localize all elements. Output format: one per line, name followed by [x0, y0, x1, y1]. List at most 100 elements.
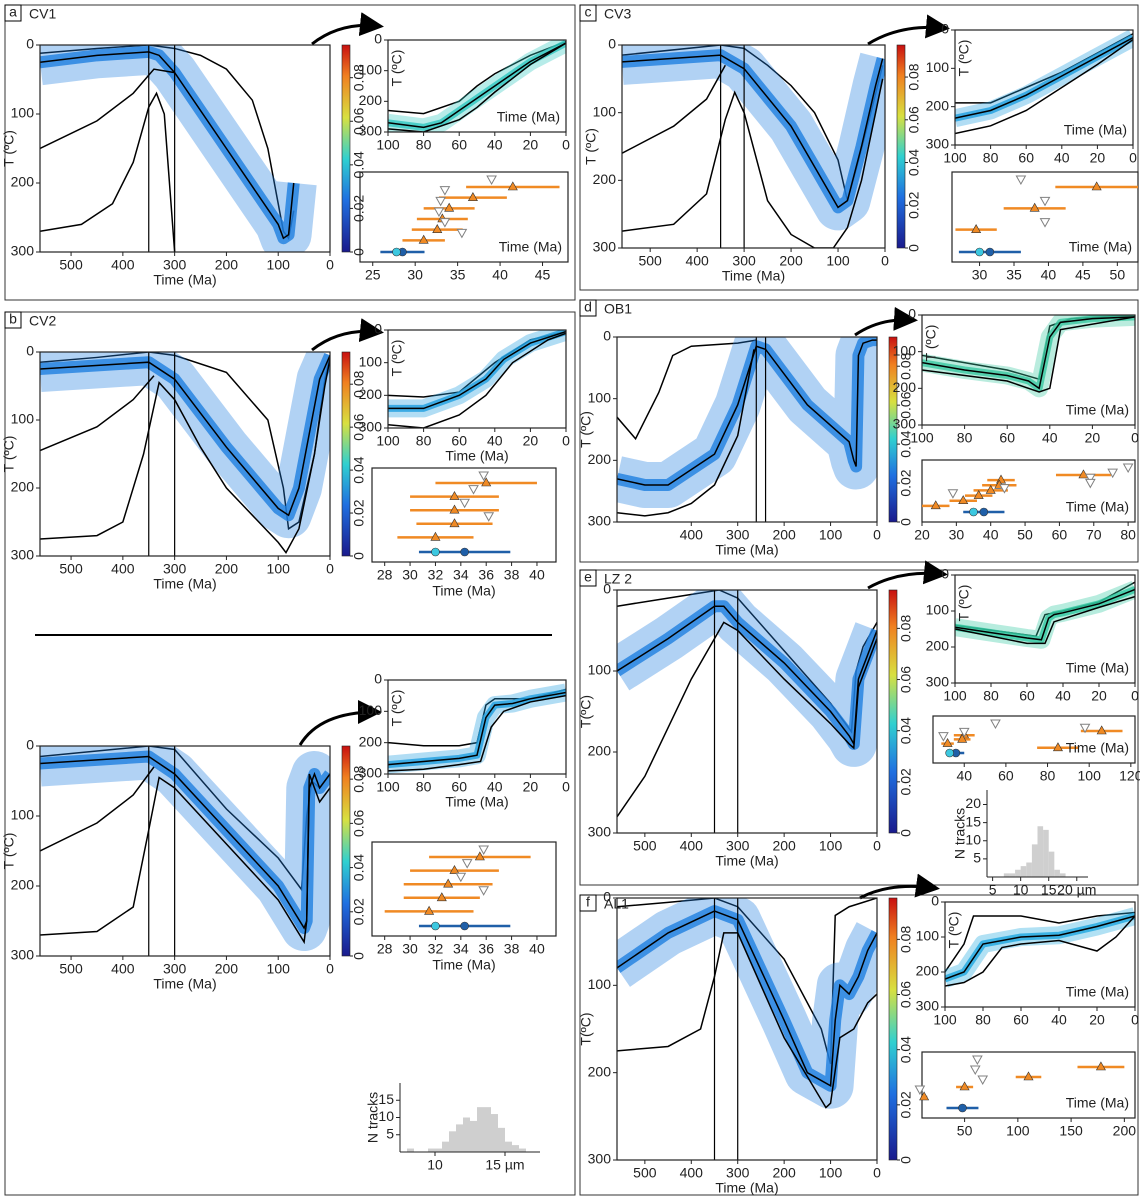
x-axis-label: Time (Ma) — [715, 542, 778, 558]
x-tick-label: 100 — [376, 137, 400, 153]
panel-title: LZ 2 — [604, 571, 632, 587]
x-tick-label: 0 — [1131, 688, 1139, 704]
y-tick-label: 300 — [588, 824, 612, 840]
x-tick-label: 100 — [933, 1012, 957, 1028]
y-axis-label: T (ºC) — [923, 325, 939, 362]
plot-frame — [371, 467, 557, 563]
x-tick-label: 25 — [365, 267, 381, 283]
y-tick-label: 300 — [593, 239, 617, 255]
x-tick-label: 300 — [163, 561, 187, 577]
age-point — [977, 1075, 989, 1086]
y-tick-label: 200 — [593, 171, 617, 187]
y-tick-label: 10 — [965, 831, 981, 847]
y-tick-label: 100 — [359, 353, 383, 369]
hist-bar — [442, 1141, 449, 1152]
x-tick-label: 400 — [680, 838, 704, 854]
colorbar-tick-label: 0.04 — [351, 456, 367, 483]
colorbar-tick-label: 0 — [351, 952, 367, 960]
y-tick-label: 0 — [941, 21, 949, 37]
hist-bar — [1059, 873, 1066, 877]
age-point — [999, 484, 1010, 494]
age-point — [443, 878, 454, 888]
age-point — [468, 485, 479, 495]
y-tick-label: 300 — [11, 947, 35, 963]
envelope-line — [617, 605, 877, 747]
colorbar-tick-label: 0.06 — [351, 413, 367, 440]
y-tick-label: 300 — [588, 1151, 612, 1167]
hist-bar — [456, 1124, 463, 1152]
envelope-line — [922, 316, 1135, 393]
plot-area — [955, 30, 1133, 135]
panel-frame — [579, 4, 1139, 291]
age-point — [1122, 463, 1134, 474]
colorbar-tick-label: 0 — [898, 518, 914, 526]
x-tick-label: 0 — [873, 838, 881, 854]
panel-title: CV2 — [29, 313, 56, 329]
panel-letter-box — [4, 311, 22, 329]
x-tick-label: 100 — [826, 253, 850, 269]
age-point — [1084, 473, 1096, 484]
plot-area — [40, 746, 330, 951]
plot-frame — [387, 329, 567, 429]
colorbar-tick-label: 0 — [351, 552, 367, 560]
y-tick-label: 0 — [26, 343, 34, 359]
colorbar-tick-label: 0.02 — [898, 469, 914, 496]
age-point — [1096, 725, 1107, 735]
y-tick-label: 100 — [359, 61, 383, 77]
y-axis-label: T (ºC) — [389, 50, 405, 87]
envelope-line — [622, 54, 884, 209]
x-tick-label: 30 — [407, 267, 423, 283]
x-tick-label: 100 — [819, 1165, 843, 1181]
y-tick-label: 100 — [359, 702, 383, 718]
x-tick-label: 60 — [1018, 150, 1034, 166]
arrow — [854, 306, 918, 337]
plot-area — [617, 590, 877, 818]
plot-frame — [616, 589, 878, 834]
x-tick-label: 300 — [726, 838, 750, 854]
y-tick-label: 200 — [359, 733, 383, 749]
x-tick-label: 80 — [416, 137, 432, 153]
colorbar-tick-label: 0.02 — [906, 191, 922, 218]
x-tick-label: 0 — [326, 257, 334, 273]
age-point — [431, 547, 440, 557]
age-point — [439, 186, 451, 196]
colorbar-tick-label: 0.06 — [898, 391, 914, 418]
plot-area — [40, 352, 330, 554]
envelope-line — [617, 349, 755, 517]
age-point — [969, 1065, 981, 1076]
y-tick-label: 0 — [26, 737, 34, 753]
x-tick-label: 500 — [59, 561, 83, 577]
envelope-line — [40, 755, 330, 930]
y-tick-label: 200 — [359, 386, 383, 402]
x-tick-label: 200 — [779, 253, 803, 269]
age-point — [947, 489, 959, 499]
panel-letter-box — [579, 894, 597, 912]
colorbar-tick-label: 0 — [906, 244, 922, 252]
x-tick-label: 500 — [633, 1165, 657, 1181]
plot-area — [622, 45, 885, 248]
panel-letter-box — [579, 299, 597, 317]
x-tick-label: 30 — [402, 567, 418, 583]
age-point — [957, 733, 968, 743]
colorbar — [341, 745, 351, 957]
panel-letter: c — [585, 4, 592, 20]
x-tick-label: 40 — [1041, 267, 1057, 283]
plot-area — [388, 330, 566, 428]
y-tick-label: 300 — [359, 123, 383, 139]
hist-bar — [449, 1131, 456, 1152]
x-tick-label: 60 — [1052, 527, 1068, 543]
age-point — [460, 547, 469, 557]
x-tick-label: 100 — [910, 430, 934, 446]
x-tick-label: 400 — [111, 257, 135, 273]
x-tick-label: 35 — [450, 267, 466, 283]
age-point — [507, 181, 518, 191]
x-tick-label: 60 — [1013, 1012, 1029, 1028]
x-axis-label: Time (Ma) — [153, 976, 216, 992]
x-axis-label: Time (Ma) — [445, 448, 508, 464]
arrows — [298, 12, 950, 900]
plot-frame — [954, 574, 1136, 684]
age-point — [456, 228, 468, 239]
x-tick-label: 30 — [949, 527, 965, 543]
x-tick-label: 60 — [451, 433, 467, 449]
envelope-line — [955, 37, 1133, 119]
